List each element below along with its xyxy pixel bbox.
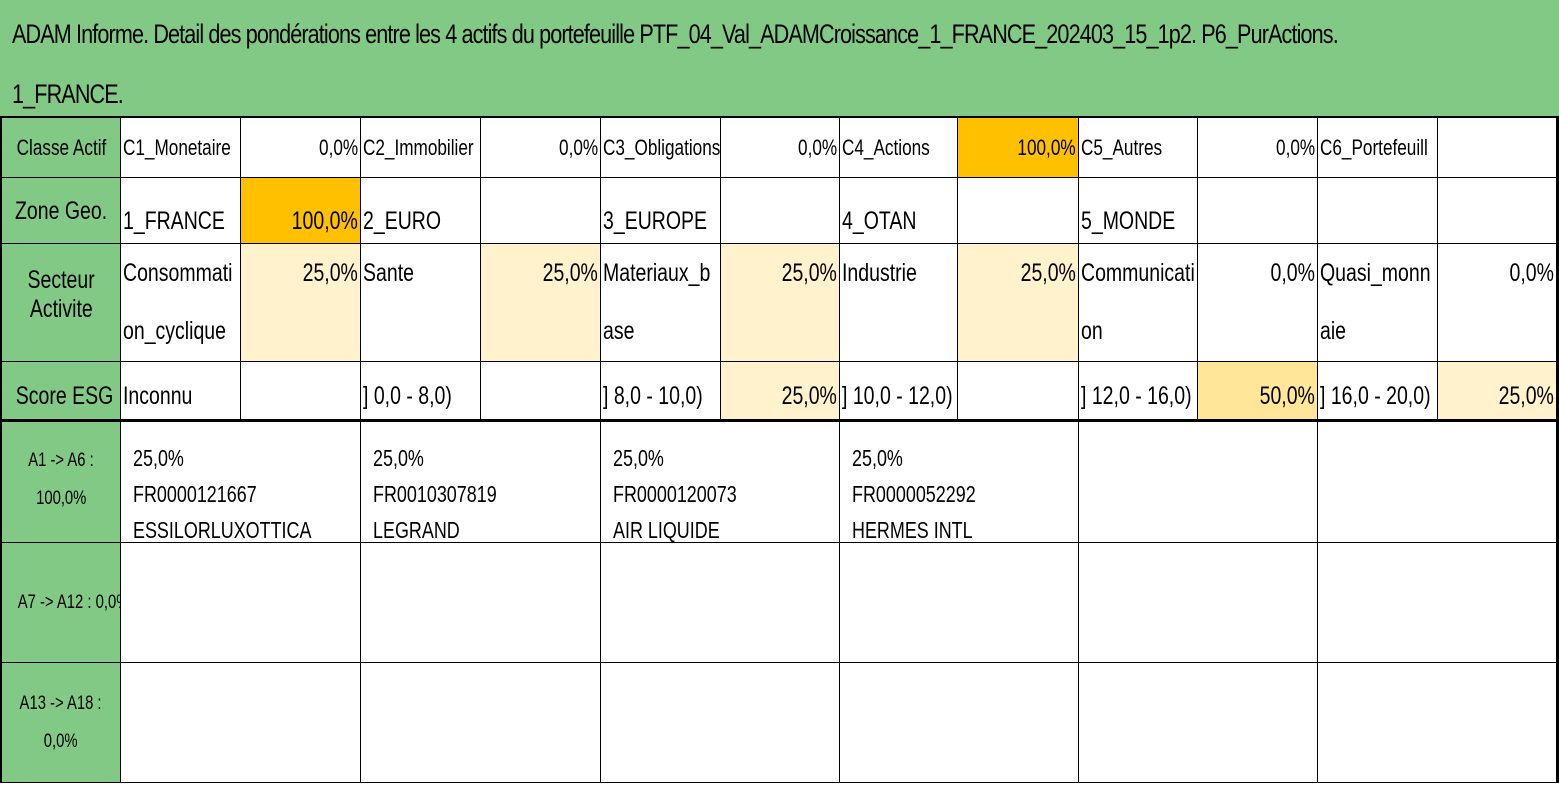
esg-name-5: ] 12,0 - 16,0): [1079, 362, 1198, 420]
asset-cell-12: [1318, 543, 1557, 663]
secteur-value-6: 0,0%: [1438, 244, 1557, 362]
secteur-value-5: 0,0%: [1198, 244, 1318, 362]
asset-cell-5: [1079, 422, 1318, 543]
classe-value-c2: 0,0%: [481, 118, 601, 178]
secteur-name-1: Consommati on_cyclique: [121, 244, 241, 362]
asset-group-label-a7-a12: A7 -> A12 : 0,0%: [0, 543, 121, 663]
asset-cell-18: [1318, 663, 1557, 783]
classe-name-c6: C6_Portefeuill: [1318, 118, 1438, 178]
report-header: ADAM Informe. Detail des pondérations en…: [0, 0, 1559, 118]
zone-value-1: 100,0%: [241, 178, 361, 244]
asset-cell-9: [601, 543, 840, 663]
secteur-name-4: Industrie: [840, 244, 958, 362]
row-label-score-esg: Score ESG: [0, 362, 121, 420]
report-subtitle: 1_FRANCE.: [12, 79, 124, 109]
asset-cell-11: [1079, 543, 1318, 663]
classe-value-c1: 0,0%: [241, 118, 361, 178]
zone-name-5: 5_MONDE: [1079, 178, 1198, 244]
esg-name-1: Inconnu: [121, 362, 241, 420]
secteur-name-6: Quasi_monn aie: [1318, 244, 1438, 362]
asset-cell-4: 25,0% FR0000052292 HERMES INTL: [840, 422, 1079, 543]
row-label-secteur-activite: Secteur Activite: [0, 244, 121, 362]
zone-value-3: [721, 178, 840, 244]
esg-value-4: [958, 362, 1079, 420]
asset-cell-13: [121, 663, 361, 783]
row-label-zone-geo: Zone Geo.: [0, 178, 121, 244]
report-title: ADAM Informe. Detail des pondérations en…: [12, 19, 1339, 49]
zone-name-3: 3_EUROPE: [601, 178, 721, 244]
esg-value-5: 50,0%: [1198, 362, 1318, 420]
secteur-value-2: 25,0%: [481, 244, 601, 362]
classe-name-c4: C4_Actions: [840, 118, 958, 178]
asset-cell-7: [121, 543, 361, 663]
classe-name-c2: C2_Immobilier: [361, 118, 481, 178]
asset-cell-6: [1318, 422, 1557, 543]
asset-cell-3: 25,0% FR0000120073 AIR LIQUIDE: [601, 422, 840, 543]
row-label-classe-actif: Classe Actif: [0, 118, 121, 178]
secteur-value-3: 25,0%: [721, 244, 840, 362]
zone-name-6: [1318, 178, 1438, 244]
secteur-name-5: Communicati on: [1079, 244, 1198, 362]
zone-name-4: 4_OTAN: [840, 178, 958, 244]
asset-cell-8: [361, 543, 601, 663]
asset-cell-17: [1079, 663, 1318, 783]
classe-value-c3: 0,0%: [721, 118, 840, 178]
esg-value-6: 25,0%: [1438, 362, 1557, 420]
zone-value-6: [1438, 178, 1557, 244]
esg-value-1: [241, 362, 361, 420]
asset-cell-1: 25,0% FR0000121667 ESSILORLUXOTTICA: [121, 422, 361, 543]
classe-name-c5: C5_Autres: [1079, 118, 1198, 178]
asset-cell-10: [840, 543, 1079, 663]
zone-value-5: [1198, 178, 1318, 244]
zone-value-2: [481, 178, 601, 244]
esg-name-2: ] 0,0 - 8,0): [361, 362, 481, 420]
classe-name-c3: C3_Obligations: [601, 118, 721, 178]
secteur-name-3: Materiaux_b ase: [601, 244, 721, 362]
secteur-value-4: 25,0%: [958, 244, 1079, 362]
table-right-border: [1557, 118, 1559, 783]
asset-group-label-a1-a6: A1 -> A6 : 100,0%: [0, 422, 121, 543]
secteur-value-1: 25,0%: [241, 244, 361, 362]
asset-cell-2: 25,0% FR0010307819 LEGRAND: [361, 422, 601, 543]
asset-cell-16: [840, 663, 1079, 783]
esg-name-4: ] 10,0 - 12,0): [840, 362, 958, 420]
zone-name-2: 2_EURO: [361, 178, 481, 244]
secteur-name-2: Sante: [361, 244, 481, 362]
asset-cell-15: [601, 663, 840, 783]
classe-value-c5: 0,0%: [1198, 118, 1318, 178]
zone-name-1: 1_FRANCE: [121, 178, 241, 244]
esg-value-2: [481, 362, 601, 420]
classe-name-c1: C1_Monetaire: [121, 118, 241, 178]
classe-value-c6: [1438, 118, 1557, 178]
esg-name-6: ] 16,0 - 20,0): [1318, 362, 1438, 420]
asset-group-label-a13-a18: A13 -> A18 : 0,0%: [0, 663, 121, 783]
esg-value-3: 25,0%: [721, 362, 840, 420]
zone-value-4: [958, 178, 1079, 244]
section-divider: [0, 419, 1559, 422]
esg-name-3: ] 8,0 - 10,0): [601, 362, 721, 420]
asset-cell-14: [361, 663, 601, 783]
classe-value-c4: 100,0%: [958, 118, 1079, 178]
